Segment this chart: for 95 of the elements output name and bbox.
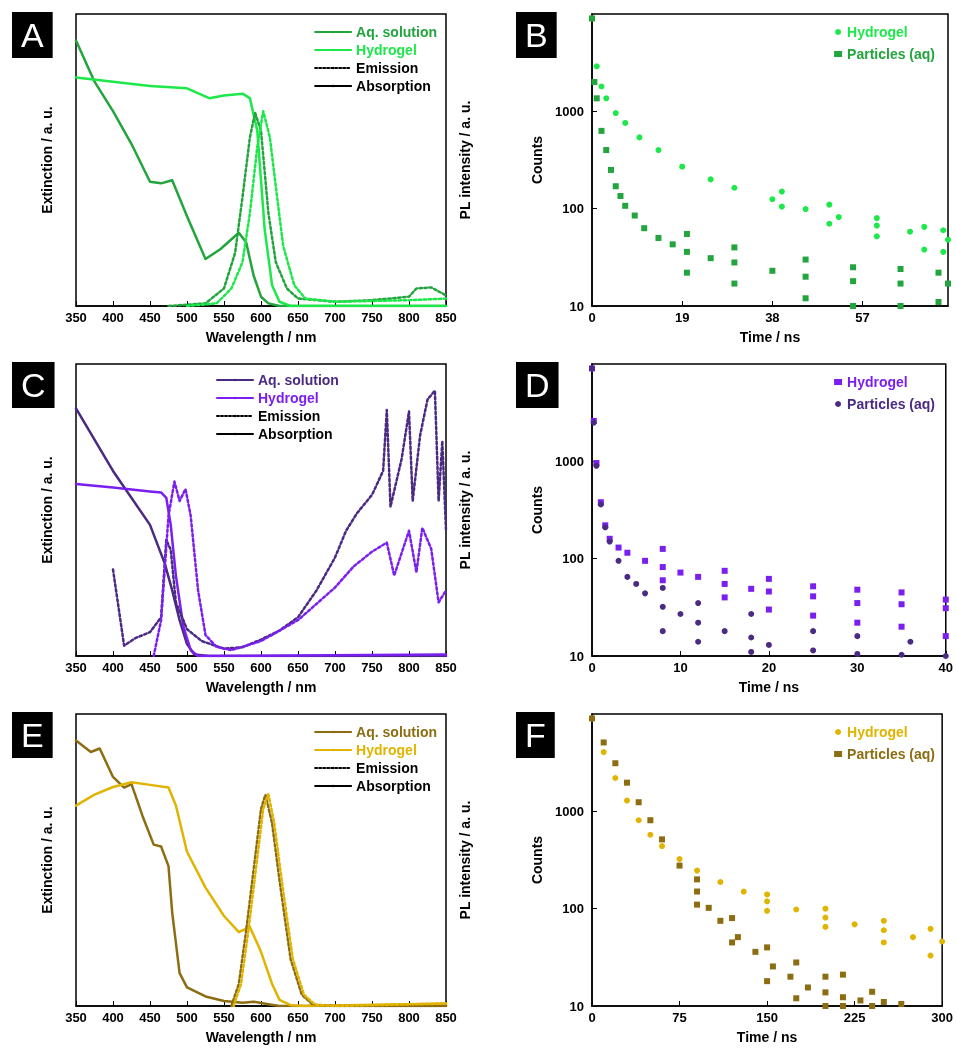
x-tick-label: 350 <box>65 660 87 675</box>
x-tick-label: 0 <box>588 660 596 675</box>
y-tick-label: 1000 <box>555 103 584 119</box>
legend-label: Hydrogel <box>356 42 417 58</box>
legend-label: Hydrogel <box>847 24 908 40</box>
text: B <box>525 16 548 54</box>
x-tick-label: 40 <box>938 660 953 675</box>
x-axis-title: Wavelength / nm <box>205 1029 317 1045</box>
legend-label: Absorption <box>258 426 333 442</box>
legend-label: Emission <box>356 760 419 776</box>
x-tick-label: 800 <box>398 660 420 675</box>
x-tick-label: 500 <box>176 1010 198 1025</box>
x-tick-label: 550 <box>213 660 235 675</box>
x-tick-label: 19 <box>674 310 690 325</box>
legend-label: Emission <box>356 60 419 76</box>
x-tick-label: 600 <box>250 1010 272 1025</box>
x-tick-label: 600 <box>250 660 272 675</box>
x-tick-label: 225 <box>843 1010 866 1025</box>
y-tick-label: 10 <box>569 648 584 664</box>
x-tick-label: 650 <box>287 310 309 325</box>
y2-axis-title: PL intensity / a. u. <box>457 800 473 920</box>
x-tick-label: 10 <box>673 660 688 675</box>
y-axis-title: Counts <box>529 135 545 185</box>
x-tick-label: 30 <box>850 660 865 675</box>
x-tick-label: 400 <box>102 1010 124 1025</box>
y-tick-label: 100 <box>562 201 584 217</box>
x-tick-label: 350 <box>65 310 87 325</box>
y-tick-label: 10 <box>569 998 584 1014</box>
x-tick-label: 150 <box>756 1010 778 1025</box>
x-tick-label: 450 <box>139 660 161 675</box>
x-tick-label: 75 <box>672 1010 687 1025</box>
legend-label: Absorption <box>356 78 431 94</box>
x-tick-label: 0 <box>588 1010 596 1025</box>
x-tick-label: 700 <box>324 310 346 325</box>
y-tick-label: 1000 <box>555 453 584 469</box>
legend-label: Hydrogel <box>356 742 417 758</box>
legend-label: Hydrogel <box>847 724 908 740</box>
x-tick-label: 0 <box>588 310 596 325</box>
x-tick-label: 400 <box>102 310 124 325</box>
x-tick-label: 300 <box>931 1010 954 1025</box>
y2-axis-title: PL intensity / a. u. <box>457 100 473 220</box>
legend-label: Particles (aq) <box>847 396 936 412</box>
x-tick-label: 550 <box>213 1010 235 1025</box>
x-tick-label: 500 <box>176 660 198 675</box>
legend-label: Hydrogel <box>258 390 319 406</box>
x-tick-label: 850 <box>435 660 457 675</box>
y-tick-label: 100 <box>562 901 584 917</box>
x-tick-label: 57 <box>855 310 870 325</box>
x-tick-label: 450 <box>139 310 161 325</box>
y-axis-title: Extinction / a. u. <box>39 456 55 564</box>
x-tick-label: 750 <box>361 1010 383 1025</box>
x-axis-title: Time / ns <box>736 1029 798 1045</box>
x-tick-label: 450 <box>139 1010 161 1025</box>
x-tick-label: 350 <box>65 1010 87 1025</box>
x-axis-title: Time / ns <box>739 329 801 345</box>
legend-label: Aq. solution <box>356 724 438 740</box>
text: D <box>525 366 550 404</box>
legend-label: Aq. solution <box>356 24 438 40</box>
y-tick-label: 1000 <box>555 803 584 819</box>
x-tick-label: 800 <box>398 310 420 325</box>
x-tick-label: 600 <box>250 310 272 325</box>
legend-label: Particles (aq) <box>847 46 936 62</box>
x-tick-label: 700 <box>324 660 346 675</box>
legend-label: Aq. solution <box>258 372 339 388</box>
x-tick-label: 650 <box>287 660 309 675</box>
x-tick-label: 750 <box>361 660 383 675</box>
legend-label: Particles (aq) <box>847 746 936 762</box>
y-axis-title: Extinction / a. u. <box>39 106 55 214</box>
y-axis-title: Extinction / a. u. <box>39 806 55 914</box>
x-tick-label: 850 <box>435 310 457 325</box>
x-tick-label: 750 <box>361 310 383 325</box>
text: A <box>21 16 44 54</box>
text: F <box>525 716 546 754</box>
x-tick-label: 850 <box>435 1010 457 1025</box>
legend-label: Hydrogel <box>847 374 908 390</box>
y-tick-label: 10 <box>569 298 584 314</box>
y-axis-title: Counts <box>529 485 545 535</box>
x-axis-title: Time / ns <box>738 679 800 695</box>
x-tick-label: 700 <box>324 1010 346 1025</box>
legend-label: Emission <box>258 408 321 424</box>
x-axis-title: Wavelength / nm <box>205 329 317 345</box>
y2-axis-title: PL intensity / a. u. <box>457 450 473 570</box>
x-tick-label: 650 <box>287 1010 309 1025</box>
x-tick-label: 500 <box>176 310 198 325</box>
text: E <box>21 716 44 754</box>
text: C <box>21 366 46 404</box>
x-tick-label: 20 <box>761 660 777 675</box>
x-tick-label: 550 <box>213 310 235 325</box>
x-tick-label: 400 <box>102 660 124 675</box>
x-tick-label: 800 <box>398 1010 420 1025</box>
y-axis-title: Counts <box>529 835 545 885</box>
x-tick-label: 38 <box>765 310 780 325</box>
x-axis-title: Wavelength / nm <box>205 679 317 695</box>
legend-label: Absorption <box>356 778 431 794</box>
y-tick-label: 100 <box>562 551 584 567</box>
